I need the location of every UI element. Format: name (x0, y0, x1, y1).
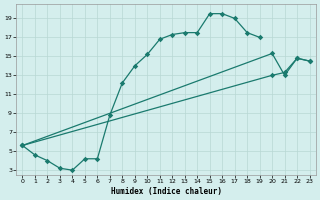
X-axis label: Humidex (Indice chaleur): Humidex (Indice chaleur) (110, 187, 221, 196)
